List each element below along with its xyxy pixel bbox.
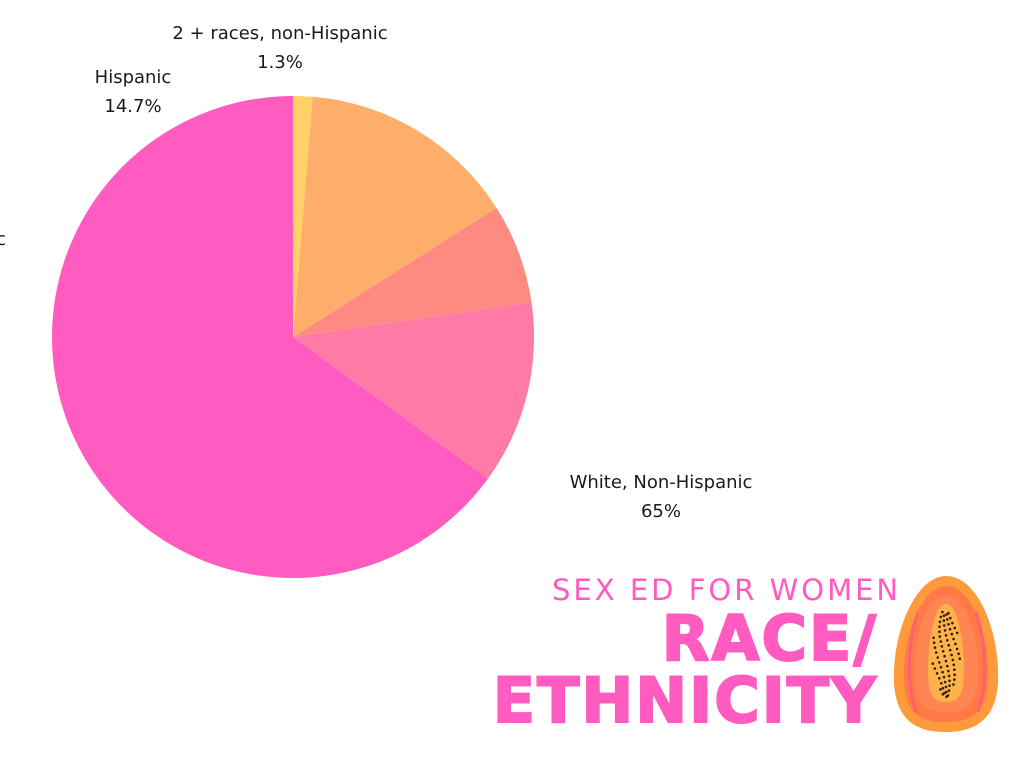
pie-slices (52, 96, 534, 579)
brand-subtitle: SEX ED FOR WOMEN (552, 573, 902, 607)
page-title-line-2: ETHNICITY (492, 664, 878, 737)
pie-slice-3 (293, 96, 497, 337)
slice-label-name-4: 2 + races, non-Hispanic (172, 23, 387, 44)
pie-labels: White, Non-Hispanic 65% Hispanic 14.7% 2 + r… (95, 23, 753, 522)
slice-label-name-0: White, Non-Hispanic (570, 472, 753, 493)
slice-label-value-3: 14.7% (104, 96, 161, 117)
pie-slice-1 (293, 302, 534, 479)
pie-slice-0 (52, 96, 488, 579)
pie-slice-2 (293, 207, 532, 337)
papaya-icon (893, 576, 999, 732)
slice-label-value-0: 65% (641, 501, 681, 522)
slice-label-name-3: Hispanic (95, 67, 172, 88)
slice-label-value-4: 1.3% (257, 52, 303, 73)
truncated-slice-label-glyph: c (0, 229, 6, 250)
page-title-line-1: RACE/ (661, 602, 878, 675)
pie-slice-4 (293, 96, 313, 337)
